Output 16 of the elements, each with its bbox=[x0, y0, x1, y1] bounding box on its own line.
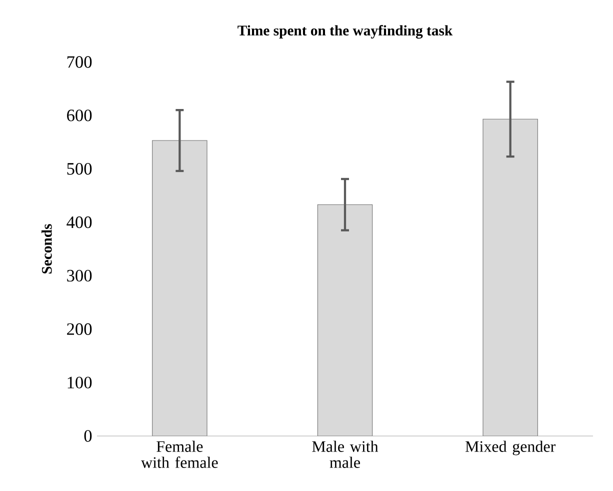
y-tick-label: 200 bbox=[67, 323, 92, 335]
x-tick-label: Mixed gender bbox=[465, 440, 556, 456]
y-tick-label: 100 bbox=[68, 376, 92, 388]
y-tick-label: 300 bbox=[67, 270, 92, 282]
bar bbox=[152, 140, 208, 436]
y-axis-title: Seconds bbox=[42, 224, 52, 274]
x-tick-label: Female with female bbox=[141, 440, 218, 468]
y-tick-label: 500 bbox=[67, 163, 92, 175]
y-tick-label: 400 bbox=[66, 216, 92, 228]
bar bbox=[317, 204, 373, 436]
y-tick-label: 700 bbox=[67, 56, 92, 68]
y-tick-label: 0 bbox=[84, 430, 92, 442]
y-tick-label: 600 bbox=[67, 110, 92, 122]
chart-title: Time spent on the wayfinding task bbox=[238, 25, 453, 39]
bar bbox=[482, 118, 538, 436]
x-tick-label: Male with male bbox=[312, 440, 378, 468]
